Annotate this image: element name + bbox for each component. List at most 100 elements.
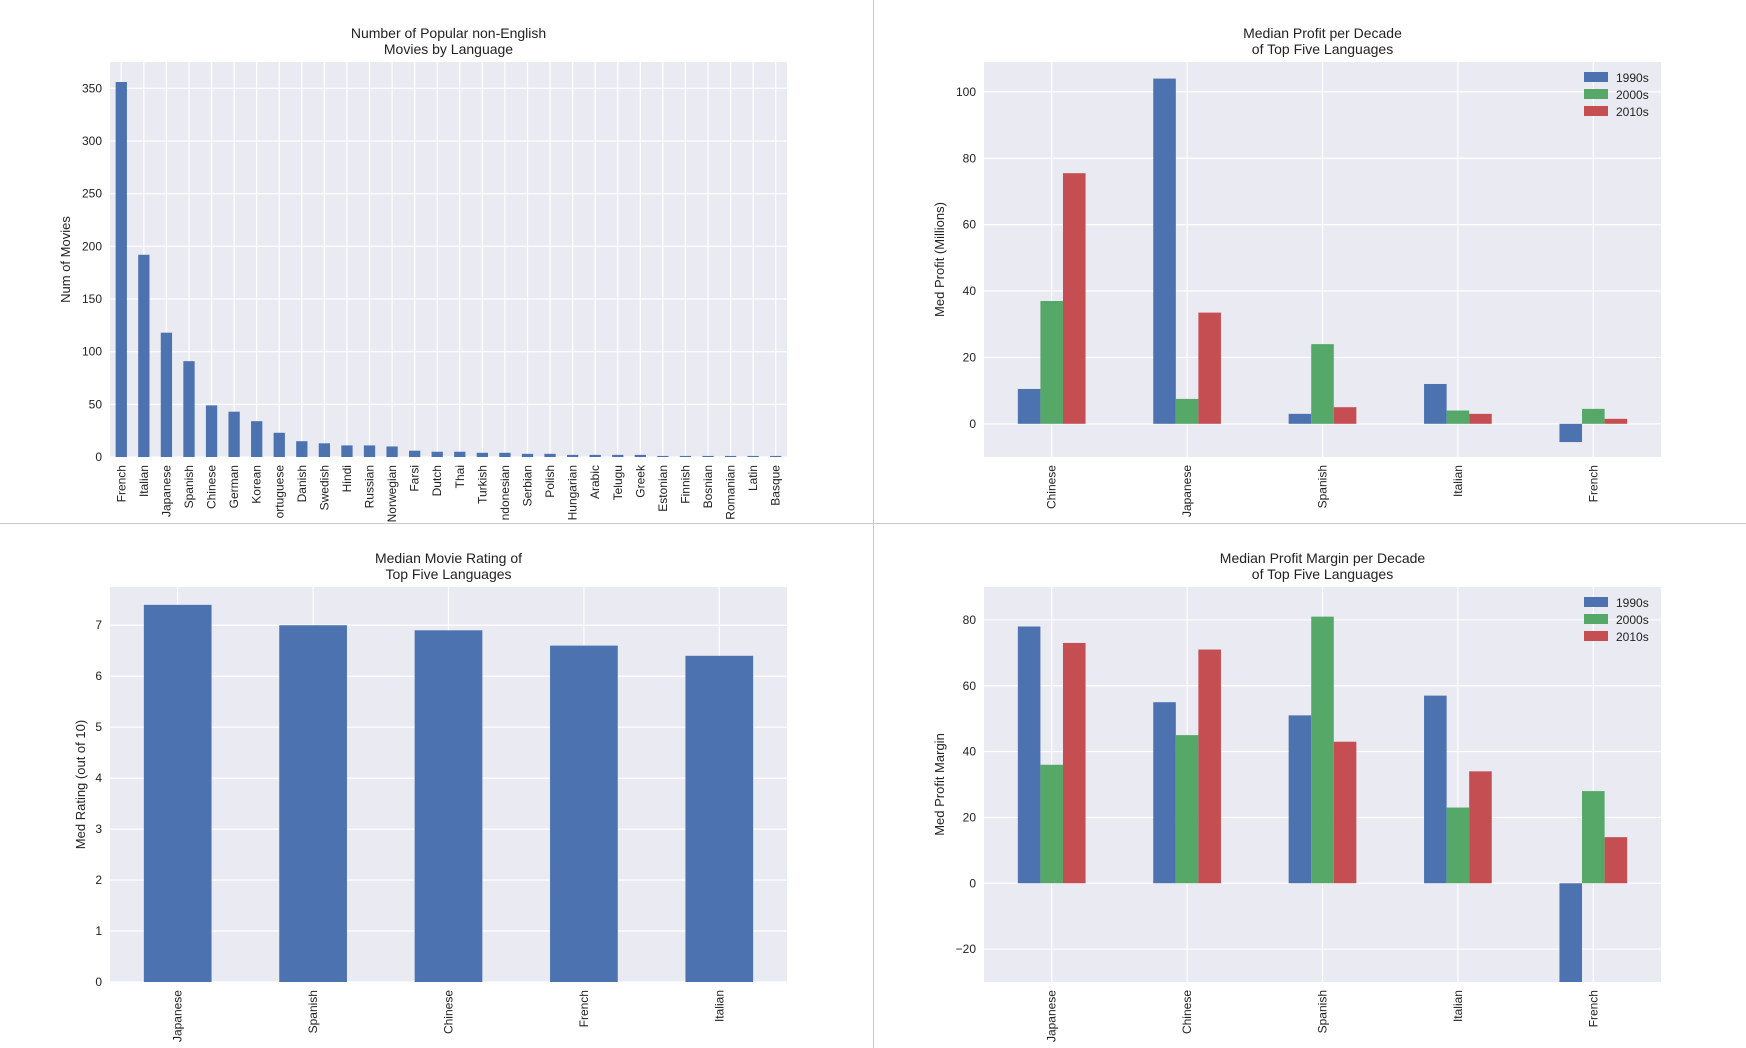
bar-italian [138, 254, 150, 457]
chart-title: Number of Popular non-English [351, 25, 546, 41]
horizontal-divider [0, 523, 1746, 524]
bar-2000s-italian [1446, 410, 1470, 424]
y-tick-label: 80 [963, 613, 977, 627]
legend-label: 2010s [1616, 105, 1649, 119]
x-tick-label: Serbian [520, 465, 534, 506]
y-tick-label: 0 [95, 450, 102, 464]
y-tick-label: 350 [82, 81, 102, 95]
bar-1990s-chinese [1017, 388, 1041, 424]
x-tick-label: Hindi [340, 465, 354, 492]
legend-label: 2000s [1616, 613, 1649, 627]
x-tick-label: Latin [746, 465, 760, 491]
bar-2010s-japanese [1062, 642, 1086, 884]
x-tick-label: Swedish [317, 465, 331, 510]
bar-korean [251, 421, 263, 457]
x-tick-label: Chinese [1045, 465, 1059, 509]
bar-1990s-italian [1424, 695, 1447, 884]
bar-latin [747, 455, 759, 457]
y-axis-label: Num of Movies [58, 216, 73, 303]
bar-german [228, 411, 240, 457]
legend-swatch [1584, 631, 1608, 641]
x-tick-label: Greek [633, 464, 647, 498]
y-tick-label: 60 [963, 679, 977, 693]
x-tick-label: Dutch [430, 465, 444, 496]
x-tick-label: Thai [453, 465, 467, 488]
bar-2010s-japanese [1198, 312, 1221, 424]
x-tick-label: Korean [250, 465, 264, 504]
y-tick-label: 250 [82, 187, 102, 201]
legend-swatch [1584, 72, 1608, 82]
bar-portuguese [273, 432, 285, 457]
bar-2010s-spanish [1333, 741, 1357, 884]
bar-2000s-french [1582, 791, 1605, 884]
bar-2000s-chinese [1175, 735, 1199, 884]
y-tick-label: 50 [89, 397, 103, 411]
y-tick-label: 20 [963, 810, 977, 824]
x-tick-label: Chinese [442, 990, 456, 1034]
y-tick-label: −20 [956, 942, 977, 956]
x-tick-label: ndonesian [498, 465, 512, 520]
chart-title: Median Profit Margin per Decade [1220, 550, 1426, 566]
legend-label: 1990s [1616, 71, 1649, 85]
bar-polish [544, 453, 556, 457]
bar-1990s-french [1559, 883, 1583, 982]
x-tick-label: Turkish [475, 465, 489, 504]
legend-swatch [1584, 89, 1608, 99]
bar-2010s-italian [1469, 413, 1492, 424]
bar-1990s-italian [1424, 383, 1447, 424]
bar-turkish [476, 452, 488, 457]
y-tick-label: 0 [95, 975, 102, 989]
chart-title: of Top Five Languages [1252, 566, 1393, 582]
x-tick-label: Polish [543, 465, 557, 498]
bar-estonian [657, 455, 669, 457]
y-tick-label: 80 [963, 151, 977, 165]
bar-finnish [679, 455, 692, 457]
x-tick-label: Hungarian [566, 465, 580, 520]
bar-hindi [341, 445, 353, 457]
bar-japanese [160, 332, 173, 457]
y-tick-label: 3 [95, 822, 102, 836]
x-tick-label: Russian [363, 465, 377, 508]
bar-2000s-japanese [1040, 764, 1063, 884]
bar-1990s-japanese [1017, 626, 1041, 884]
y-tick-label: 20 [963, 350, 977, 364]
vertical-divider [873, 0, 874, 1048]
bar-2010s-chinese [1062, 173, 1086, 424]
bar-chinese [205, 405, 218, 457]
x-tick-label: German [227, 465, 241, 508]
y-tick-label: 7 [95, 618, 102, 632]
bar-1990s-chinese [1153, 702, 1176, 884]
x-tick-label: Bosnian [701, 465, 715, 508]
bar-swedish [318, 443, 331, 457]
bar-telugu [612, 454, 624, 457]
x-tick-label: Telugu [611, 465, 625, 500]
x-tick-label: Spanish [182, 465, 196, 508]
x-tick-label: Romanian [724, 465, 738, 520]
bar-2000s-spanish [1311, 616, 1334, 884]
bar-dutch [431, 451, 443, 457]
bar-farsi [409, 450, 421, 457]
x-tick-label: ortuguese [272, 465, 286, 519]
y-tick-label: 100 [956, 85, 976, 99]
x-tick-label: Norwegian [385, 465, 399, 522]
bar-japanese [143, 604, 212, 982]
bar-serbian [521, 453, 534, 457]
bar-italian [685, 655, 754, 982]
x-tick-label: Spanish [1316, 465, 1330, 508]
y-axis-label: Med Rating (out of 10) [73, 720, 88, 849]
bar-spanish [279, 625, 347, 982]
bar-1990s-french [1559, 423, 1583, 443]
y-tick-label: 0 [969, 417, 976, 431]
legend: 1990s 2000s 2010s [1584, 71, 1649, 119]
bar-2000s-chinese [1040, 300, 1063, 424]
x-tick-label: Spanish [306, 990, 320, 1033]
bar-romanian [724, 455, 737, 457]
x-tick-label: Finnish [678, 465, 692, 504]
bar-2010s-french [1604, 837, 1628, 884]
bar-arabic [589, 454, 601, 457]
bar-1990s-japanese [1153, 78, 1176, 424]
y-tick-label: 4 [95, 771, 102, 785]
chart-title: Median Profit per Decade [1243, 25, 1402, 41]
y-axis-label: Med Profit Margin [932, 733, 947, 836]
x-tick-label: Japanese [159, 465, 173, 517]
